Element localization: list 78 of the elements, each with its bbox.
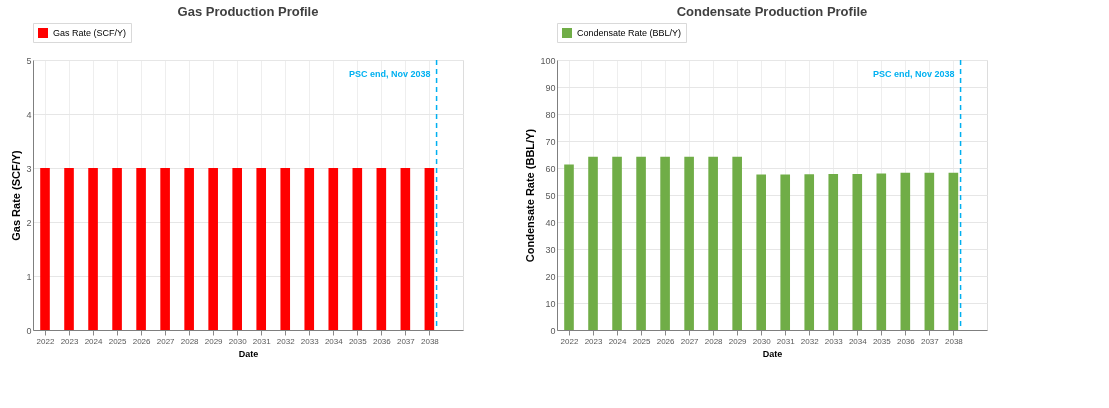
- bar: [732, 156, 742, 330]
- x-tick-label: 2036: [372, 336, 392, 346]
- chart-title: Condensate Production Profile: [676, 3, 868, 19]
- ref-line-label: PSC end, Nov 2038: [873, 69, 955, 79]
- x-tick-label: 2030: [228, 336, 248, 346]
- x-tick-label: 2028: [704, 336, 724, 346]
- x-tick-label: 2029: [728, 336, 748, 346]
- bar: [564, 164, 574, 330]
- bar: [852, 173, 863, 330]
- x-tick-label: 2035: [872, 336, 892, 346]
- ref-line-label: PSC end, Nov 2038: [349, 69, 431, 79]
- chart-title: Gas Production Profile: [177, 3, 319, 19]
- x-tick-label: 2038: [944, 336, 964, 346]
- x-axis-title: Date: [238, 348, 259, 359]
- x-tick-label: 2024: [608, 336, 628, 346]
- x-tick-label: 2028: [180, 336, 200, 346]
- y-tick-label: 50: [545, 190, 556, 201]
- bar: [708, 156, 718, 330]
- y-tick-label: 10: [545, 298, 556, 309]
- legend-label: Gas Rate (SCF/Y): [53, 28, 127, 38]
- y-tick-label: 5: [26, 55, 32, 66]
- x-tick-label: 2036: [896, 336, 916, 346]
- x-tick-label: 2027: [156, 336, 176, 346]
- x-tick-label: 2022: [560, 336, 579, 346]
- y-tick-label: 40: [545, 217, 556, 228]
- x-tick-label: 2038: [420, 336, 440, 346]
- y-tick-label: 80: [545, 109, 556, 120]
- bar: [876, 173, 887, 330]
- legend-label: Condensate Rate (BBL/Y): [577, 28, 682, 38]
- y-tick-label: 2: [26, 217, 32, 228]
- x-tick-label: 2023: [60, 336, 79, 346]
- y-tick-label: 20: [545, 271, 556, 282]
- y-tick-label: 3: [26, 163, 32, 174]
- bar: [924, 172, 935, 330]
- x-tick-label: 2024: [84, 336, 104, 346]
- bar: [684, 156, 694, 330]
- bar: [636, 156, 646, 330]
- bar: [828, 173, 839, 330]
- bar: [660, 156, 670, 330]
- x-tick-label: 2032: [276, 336, 296, 346]
- x-tick-label: 2031: [252, 336, 272, 346]
- x-tick-label: 2037: [920, 336, 940, 346]
- y-axis-title: Condensate Rate (BBL/Y): [524, 128, 537, 263]
- x-tick-label: 2033: [824, 336, 844, 346]
- x-tick-label: 2034: [324, 336, 344, 346]
- y-tick-label: 0: [550, 325, 556, 336]
- x-tick-label: 2025: [108, 336, 128, 346]
- x-tick-label: 2030: [752, 336, 772, 346]
- x-tick-label: 2023: [584, 336, 603, 346]
- bar: [948, 172, 959, 330]
- bar: [612, 156, 622, 330]
- y-tick-label: 1: [26, 271, 32, 282]
- bar: [780, 174, 791, 330]
- x-tick-label: 2035: [348, 336, 368, 346]
- x-tick-label: 2033: [300, 336, 320, 346]
- x-tick-label: 2022: [36, 336, 55, 346]
- y-tick-label: 100: [540, 55, 556, 66]
- y-tick-label: 4: [26, 109, 32, 120]
- y-tick-label: 70: [545, 136, 556, 147]
- x-axis-title: Date: [762, 348, 783, 359]
- bar: [804, 174, 815, 330]
- x-tick-label: 2025: [632, 336, 652, 346]
- x-tick-label: 2026: [656, 336, 676, 346]
- y-tick-label: 30: [545, 244, 556, 255]
- x-tick-label: 2029: [204, 336, 224, 346]
- x-tick-label: 2032: [800, 336, 820, 346]
- x-tick-label: 2026: [132, 336, 152, 346]
- x-tick-label: 2037: [396, 336, 416, 346]
- bar: [756, 174, 766, 330]
- y-tick-label: 60: [545, 163, 556, 174]
- y-tick-label: 0: [26, 325, 32, 336]
- bar: [588, 156, 598, 330]
- x-tick-label: 2027: [680, 336, 700, 346]
- y-axis-title: Gas Rate (SCF/Y): [10, 149, 23, 241]
- x-tick-label: 2034: [848, 336, 868, 346]
- x-tick-label: 2031: [776, 336, 796, 346]
- y-tick-label: 90: [545, 82, 556, 93]
- bar: [900, 172, 911, 330]
